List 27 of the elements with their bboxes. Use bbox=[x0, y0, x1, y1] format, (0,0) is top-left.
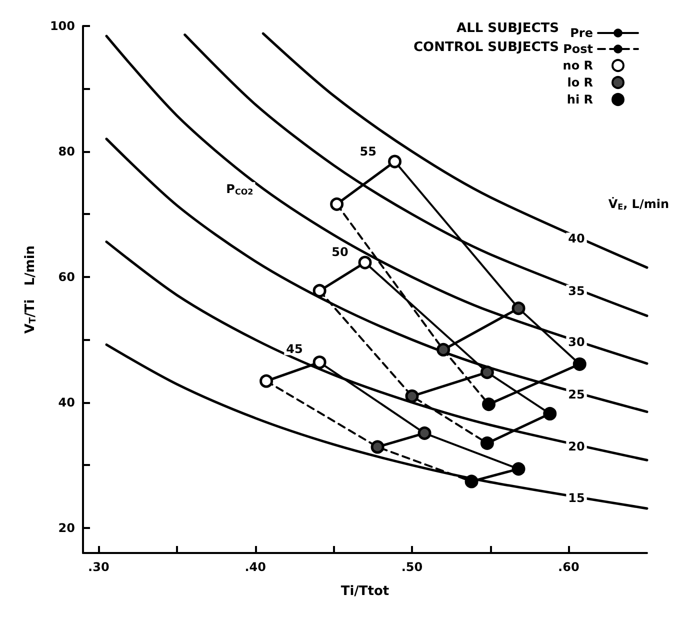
x-tick-label: .30 bbox=[88, 560, 110, 574]
annotation: CONTROL SUBJECTS bbox=[413, 40, 560, 55]
y-tick-label: 60 bbox=[58, 270, 75, 284]
annotation: 25 bbox=[568, 387, 585, 402]
annotation: 20 bbox=[568, 439, 585, 454]
annotation: 55 bbox=[360, 144, 376, 158]
x-axis-title: Ti/Ttot bbox=[340, 584, 390, 599]
annotation: 15 bbox=[568, 490, 585, 505]
legend-label: no R bbox=[562, 58, 593, 72]
y-tick-label: 80 bbox=[58, 144, 75, 158]
y-tick-label: 100 bbox=[50, 19, 75, 33]
annotation: 35 bbox=[568, 284, 585, 298]
annotation: 50 bbox=[332, 244, 348, 259]
y-tick-label: 20 bbox=[58, 520, 75, 535]
legend-label: Pre bbox=[570, 26, 593, 40]
y-axis-title: VT/Ti L/min bbox=[23, 245, 38, 334]
annotation: 40 bbox=[568, 232, 585, 246]
y-tick-label: 40 bbox=[58, 395, 75, 410]
legend-label: lo R bbox=[567, 76, 593, 90]
x-tick-label: .50 bbox=[401, 560, 423, 574]
x-tick-label: .40 bbox=[244, 560, 266, 574]
legend-label: hi R bbox=[566, 92, 593, 106]
annotation: ALL SUBJECTS bbox=[456, 21, 560, 36]
annotation: 30 bbox=[568, 335, 585, 350]
annotation: 45 bbox=[286, 342, 303, 356]
x-tick-label: .60 bbox=[558, 560, 580, 574]
legend-label: Post bbox=[563, 42, 594, 56]
